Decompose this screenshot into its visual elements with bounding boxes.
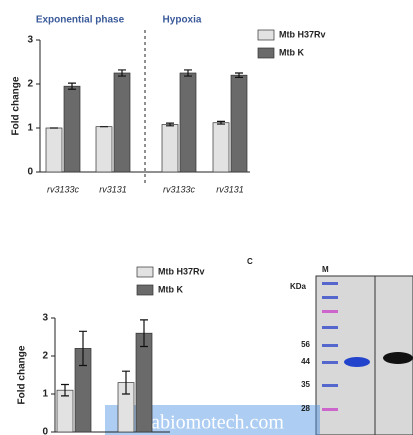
y-tick-label: 2	[42, 351, 48, 362]
error-bar	[61, 383, 69, 397]
legend-label: Mtb H37Rv	[279, 29, 326, 39]
bar	[230, 74, 248, 173]
y-tick-label: 0	[42, 427, 48, 435]
error-bar	[79, 330, 87, 367]
error-bar	[235, 72, 243, 78]
legend-label: Mtb H37Rv	[158, 266, 205, 276]
y-tick-label: 1	[42, 389, 48, 400]
x-tick-label: rv3131	[99, 184, 127, 194]
bar	[161, 124, 179, 173]
bar	[95, 126, 113, 173]
x-tick-label: rv3133c	[163, 184, 196, 194]
error-bar	[166, 122, 174, 127]
panel-label: C	[247, 257, 253, 266]
y-tick-label: 3	[42, 313, 48, 324]
legend-label: Mtb K	[279, 47, 304, 57]
marker-label: 44	[301, 357, 310, 366]
ladder-band	[322, 384, 338, 387]
legend-swatch	[257, 29, 275, 41]
legend-swatch	[136, 284, 154, 296]
bar	[179, 72, 197, 173]
watermark: Sabiomotech.com	[140, 412, 284, 434]
y-axis-label: Fold change	[11, 76, 22, 135]
bar	[63, 85, 81, 173]
error-bar	[184, 69, 192, 77]
ladder-band	[322, 310, 338, 313]
bar	[135, 332, 153, 433]
ladder-band	[322, 326, 338, 329]
ladder-band	[322, 282, 338, 285]
lane-label: M	[322, 265, 329, 274]
bar	[45, 127, 63, 173]
legend-swatch	[257, 47, 275, 59]
error-bar	[217, 120, 225, 125]
marker-ladder	[322, 282, 338, 411]
legend-label: Mtb K	[158, 284, 183, 294]
bar	[212, 122, 230, 173]
ladder-band	[322, 296, 338, 299]
y-axis-label: Fold change	[17, 345, 28, 404]
ladder-band	[322, 408, 338, 411]
y-tick-label: 3	[27, 35, 33, 46]
marker-label: 35	[301, 380, 310, 389]
error-bar	[68, 82, 76, 90]
panel-title: Exponential phase	[36, 15, 125, 26]
protein-band	[383, 352, 413, 364]
marker-label: 28	[301, 404, 310, 413]
panel-title: Hypoxia	[163, 15, 202, 26]
y-tick-label: 0	[27, 167, 33, 178]
x-tick-label: rv3133c	[47, 184, 80, 194]
marker-label: 56	[301, 340, 310, 349]
ladder-band	[322, 344, 338, 347]
ladder-band	[322, 361, 338, 364]
legend-swatch	[136, 266, 154, 278]
x-tick-label: rv3131	[216, 184, 244, 194]
bar	[113, 72, 131, 173]
unit-label: KDa	[290, 282, 307, 291]
y-tick-label: 2	[27, 79, 33, 90]
protein-band	[344, 357, 370, 367]
error-bar	[122, 370, 130, 395]
error-bar	[118, 69, 126, 77]
error-bar	[140, 319, 148, 348]
y-tick-label: 1	[27, 123, 33, 134]
